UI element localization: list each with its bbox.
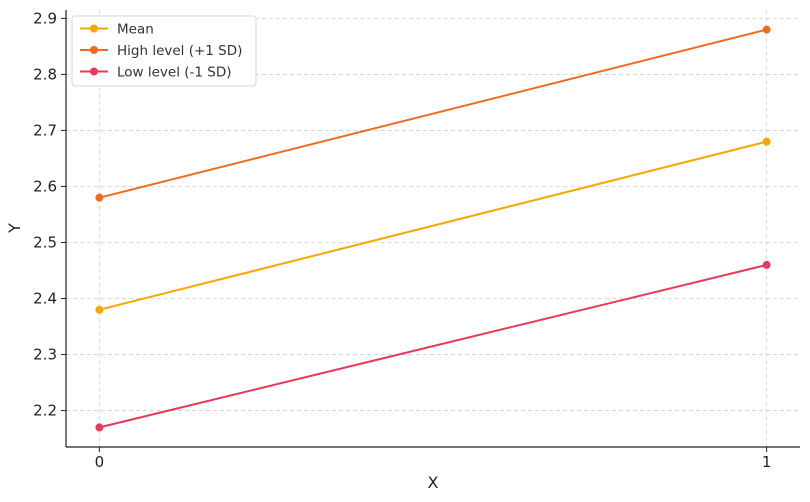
y-axis-title: Y bbox=[5, 223, 24, 234]
data-point bbox=[762, 137, 771, 146]
axes bbox=[65, 10, 800, 448]
data-point bbox=[762, 260, 771, 269]
series-line bbox=[99, 28, 767, 199]
y-tick-label: 2.4 bbox=[33, 290, 57, 308]
series-0 bbox=[95, 137, 771, 314]
legend-item: Mean bbox=[80, 22, 154, 38]
y-tick-label: 2.6 bbox=[33, 177, 57, 195]
y-tick-label: 2.7 bbox=[33, 121, 57, 139]
legend: Mean High level (+1 SD) Low level (-1 SD) bbox=[71, 15, 257, 87]
legend-marker bbox=[90, 67, 98, 76]
legend-marker bbox=[90, 46, 98, 54]
legend-item: High level (+1 SD) bbox=[80, 43, 242, 59]
data-point bbox=[95, 423, 104, 432]
data-point bbox=[95, 305, 104, 314]
legend-box bbox=[71, 15, 257, 87]
legend-label: High level (+1 SD) bbox=[117, 43, 242, 59]
y-tick-label: 2.8 bbox=[33, 65, 57, 83]
legend-label: Mean bbox=[117, 22, 154, 38]
data-point bbox=[762, 25, 771, 34]
y-tick-label: 2.9 bbox=[33, 9, 57, 27]
series-line bbox=[99, 263, 767, 429]
legend-marker bbox=[90, 24, 98, 33]
tick-labels: 2.2 2.3 2.4 2.5 2.6 2.7 2.8 2.9 0 1 bbox=[33, 9, 771, 471]
legend-item: Low level (-1 SD) bbox=[80, 65, 232, 81]
x-axis-title: X bbox=[428, 473, 439, 492]
series-1 bbox=[95, 25, 771, 202]
legend-label: Low level (-1 SD) bbox=[117, 65, 232, 81]
x-tick-label: 1 bbox=[762, 453, 772, 471]
data-point bbox=[95, 193, 104, 202]
y-tick-label: 2.5 bbox=[33, 234, 57, 252]
x-tick-label: 0 bbox=[95, 453, 105, 471]
y-tick-label: 2.2 bbox=[33, 402, 57, 420]
y-tick-label: 2.3 bbox=[33, 346, 57, 364]
series-lines bbox=[95, 25, 771, 432]
series-2 bbox=[95, 260, 771, 432]
series-line bbox=[99, 140, 767, 311]
